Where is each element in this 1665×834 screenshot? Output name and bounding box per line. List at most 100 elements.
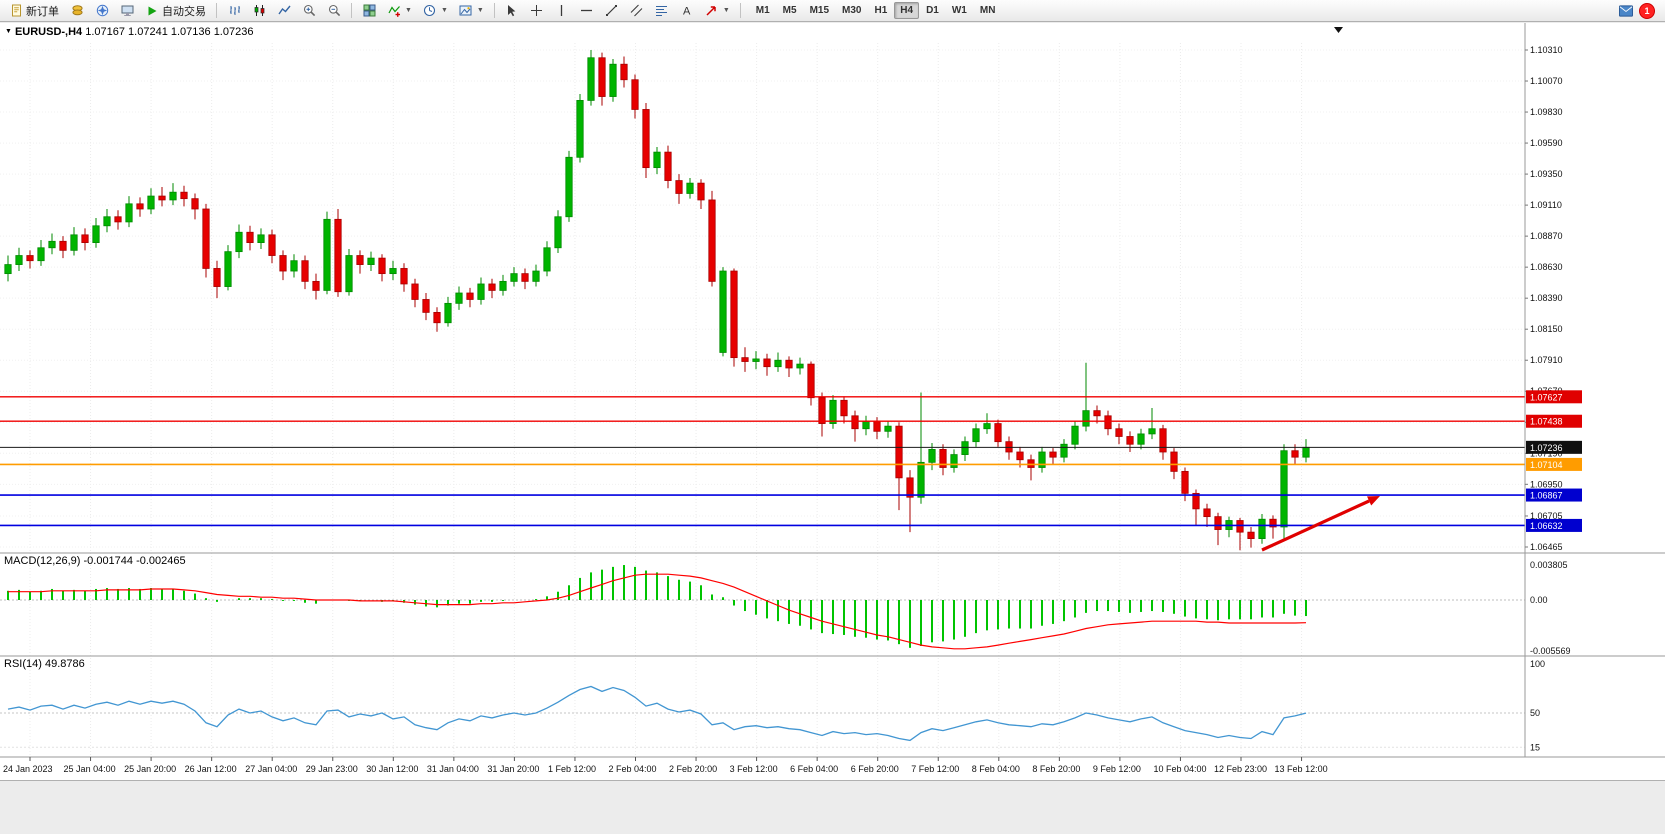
timeframe-m15[interactable]: M15 (809, 5, 830, 16)
zoom-in-button[interactable] (297, 0, 321, 22)
indicators-button[interactable]: ▼ (382, 0, 417, 22)
candle-body (1181, 470, 1189, 494)
candle-body (114, 216, 122, 223)
candle-body (719, 270, 727, 353)
timeframe-mn[interactable]: MN (979, 5, 996, 16)
vertical-line-tool-button[interactable] (550, 0, 574, 22)
toolbar-separator (216, 3, 217, 18)
candle-body (1170, 451, 1178, 472)
cursor-tool-button[interactable] (500, 0, 524, 22)
candle-body (840, 399, 848, 417)
arrows-tool-button[interactable]: ▼ (700, 0, 735, 22)
candle-body (312, 280, 320, 291)
trendline-icon (605, 4, 619, 18)
notification-badge[interactable]: 1 (1639, 2, 1655, 19)
chevron-down-icon: ▼ (476, 7, 484, 14)
candle-body (444, 302, 452, 324)
candle-body (774, 359, 782, 368)
candle-body (59, 240, 67, 251)
candle-body (158, 195, 166, 201)
candle-body (565, 156, 573, 218)
candle-body (81, 234, 89, 243)
timeframe-m5[interactable]: M5 (782, 5, 797, 16)
terminal-button[interactable] (115, 0, 139, 22)
candle-body (180, 191, 188, 200)
svg-text:1.07236: 1.07236 (1530, 443, 1563, 453)
line-chart-button[interactable] (272, 0, 296, 22)
candle-body (37, 247, 45, 262)
periods-button[interactable]: ▼ (418, 0, 453, 22)
zoom-out-button[interactable] (322, 0, 346, 22)
candle-body (301, 260, 309, 282)
scroll-to-end-marker[interactable] (1334, 27, 1343, 33)
navigator-icon (95, 4, 109, 18)
chart-menu-icon[interactable]: ▼ (5, 28, 12, 35)
svg-text:27 Jan 04:00: 27 Jan 04:00 (245, 764, 297, 774)
candle-body (1214, 516, 1222, 530)
market-watch-button[interactable] (65, 0, 89, 22)
trendline-tool-button[interactable] (600, 0, 624, 22)
svg-text:1.10310: 1.10310 (1530, 45, 1563, 55)
trend-arrow[interactable] (1261, 496, 1380, 552)
candle-body (906, 477, 914, 498)
channel-icon (630, 4, 644, 18)
horizontal-price-lines[interactable] (0, 396, 1525, 527)
horizontal-line-icon (580, 4, 594, 18)
candle-body (246, 231, 254, 243)
timeframe-d1[interactable]: D1 (926, 5, 939, 16)
time-axis: 24 Jan 2023 25 Jan 04:00 25 Jan 20:00 26 Ja… (3, 757, 1328, 774)
candle-body (48, 240, 56, 249)
market-watch-icon (70, 4, 84, 18)
candle-body (510, 273, 518, 282)
candle-body (1236, 520, 1244, 533)
horizontal-line-tool-button[interactable] (575, 0, 599, 22)
price-tag (1526, 414, 1582, 428)
tile-windows-button[interactable] (357, 0, 381, 22)
messages-icon[interactable] (1619, 4, 1633, 18)
crosshair-tool-button[interactable] (525, 0, 549, 22)
candle-body (136, 203, 144, 210)
chart-canvas[interactable]: 1.10310 1.10070 1.09830 1.09590 1.09350 1.091… (0, 23, 1665, 780)
timeframe-m1[interactable]: M1 (755, 5, 770, 16)
svg-text:0.00: 0.00 (1530, 595, 1548, 605)
navigator-button[interactable] (90, 0, 114, 22)
candle-body (488, 283, 496, 291)
candle-body (741, 357, 749, 362)
macd-name: MACD(12,26,9) (4, 555, 81, 567)
candle-body (950, 454, 958, 468)
candle-body (884, 425, 892, 432)
new-order-button[interactable]: 新订单 (4, 0, 64, 22)
svg-text:1.08870: 1.08870 (1530, 231, 1563, 241)
svg-text:0.003805: 0.003805 (1530, 560, 1568, 570)
candle-body (653, 151, 661, 169)
candle-body (796, 363, 804, 369)
candle-body (961, 441, 969, 455)
candle-body (1258, 518, 1266, 540)
auto-trading-label: 自动交易 (162, 5, 206, 18)
svg-text:9 Feb 12:00: 9 Feb 12:00 (1093, 764, 1141, 774)
candle-body (367, 257, 375, 265)
candle-body (1280, 450, 1288, 528)
grid (0, 43, 1525, 757)
tile-windows-icon (362, 4, 376, 18)
svg-text:1.10070: 1.10070 (1530, 76, 1563, 86)
bar-chart-button[interactable] (222, 0, 246, 22)
timeframe-m30[interactable]: M30 (842, 5, 862, 16)
channel-tool-button[interactable] (625, 0, 649, 22)
fibonacci-tool-button[interactable] (650, 0, 674, 22)
toolbar-separator (739, 3, 741, 18)
price-tag (1526, 440, 1582, 454)
crosshair-icon (530, 4, 544, 18)
candle-body (334, 218, 342, 293)
auto-trading-button[interactable]: 自动交易 (140, 0, 211, 22)
timeframe-h1[interactable]: H1 (874, 5, 888, 16)
timeframe-h4[interactable]: H4 (894, 2, 920, 19)
candle-body (455, 292, 463, 304)
candle-body (191, 198, 199, 210)
line-chart-icon (277, 4, 291, 18)
text-tool-button[interactable]: A (675, 0, 699, 22)
candle-body (202, 208, 210, 269)
candlestick-chart-button[interactable] (247, 0, 271, 22)
templates-button[interactable]: ▼ (454, 0, 489, 22)
timeframe-w1[interactable]: W1 (951, 5, 967, 16)
